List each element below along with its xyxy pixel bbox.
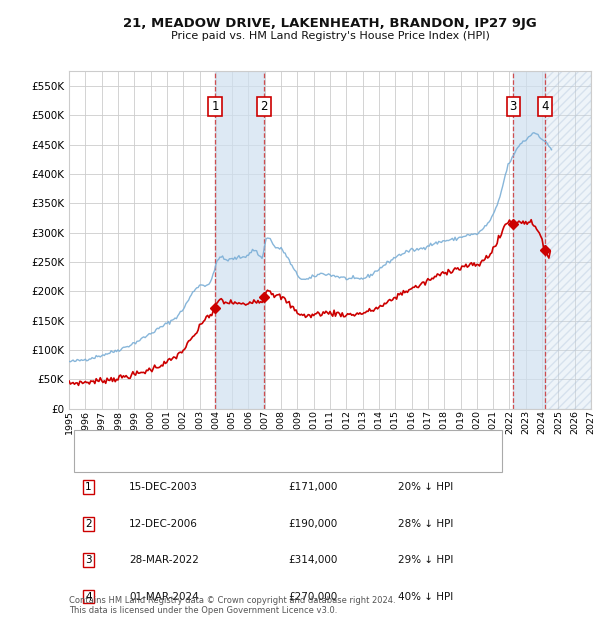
Text: 2: 2: [260, 100, 268, 113]
Text: 2: 2: [85, 518, 92, 529]
Text: HPI: Average price, detached house, West Suffolk: HPI: Average price, detached house, West…: [125, 457, 372, 467]
Text: Price paid vs. HM Land Registry's House Price Index (HPI): Price paid vs. HM Land Registry's House …: [170, 31, 490, 41]
Text: 15-DEC-2003: 15-DEC-2003: [129, 482, 198, 492]
Text: 29% ↓ HPI: 29% ↓ HPI: [398, 555, 453, 565]
Text: Contains HM Land Registry data © Crown copyright and database right 2024.
This d: Contains HM Land Registry data © Crown c…: [69, 596, 395, 615]
Text: 01-MAR-2024: 01-MAR-2024: [129, 591, 199, 601]
Text: 3: 3: [85, 555, 92, 565]
Text: 4: 4: [541, 100, 548, 113]
Text: 21, MEADOW DRIVE, LAKENHEATH, BRANDON, IP27 9JG (detached house): 21, MEADOW DRIVE, LAKENHEATH, BRANDON, I…: [125, 435, 494, 445]
Text: £190,000: £190,000: [288, 518, 337, 529]
Text: 12-DEC-2006: 12-DEC-2006: [129, 518, 198, 529]
Text: 1: 1: [211, 100, 219, 113]
Text: 28-MAR-2022: 28-MAR-2022: [129, 555, 199, 565]
Bar: [545, 71, 591, 409]
Text: £314,000: £314,000: [288, 555, 338, 565]
Text: £171,000: £171,000: [288, 482, 338, 492]
Text: 40% ↓ HPI: 40% ↓ HPI: [398, 591, 453, 601]
Text: 20% ↓ HPI: 20% ↓ HPI: [398, 482, 453, 492]
FancyBboxPatch shape: [74, 430, 502, 472]
Text: 21, MEADOW DRIVE, LAKENHEATH, BRANDON, IP27 9JG: 21, MEADOW DRIVE, LAKENHEATH, BRANDON, I…: [123, 17, 537, 30]
Bar: [215, 71, 264, 409]
Text: 3: 3: [509, 100, 517, 113]
Text: £270,000: £270,000: [288, 591, 337, 601]
Bar: [514, 71, 545, 409]
Text: 4: 4: [85, 591, 92, 601]
Text: 1: 1: [85, 482, 92, 492]
Text: 28% ↓ HPI: 28% ↓ HPI: [398, 518, 453, 529]
